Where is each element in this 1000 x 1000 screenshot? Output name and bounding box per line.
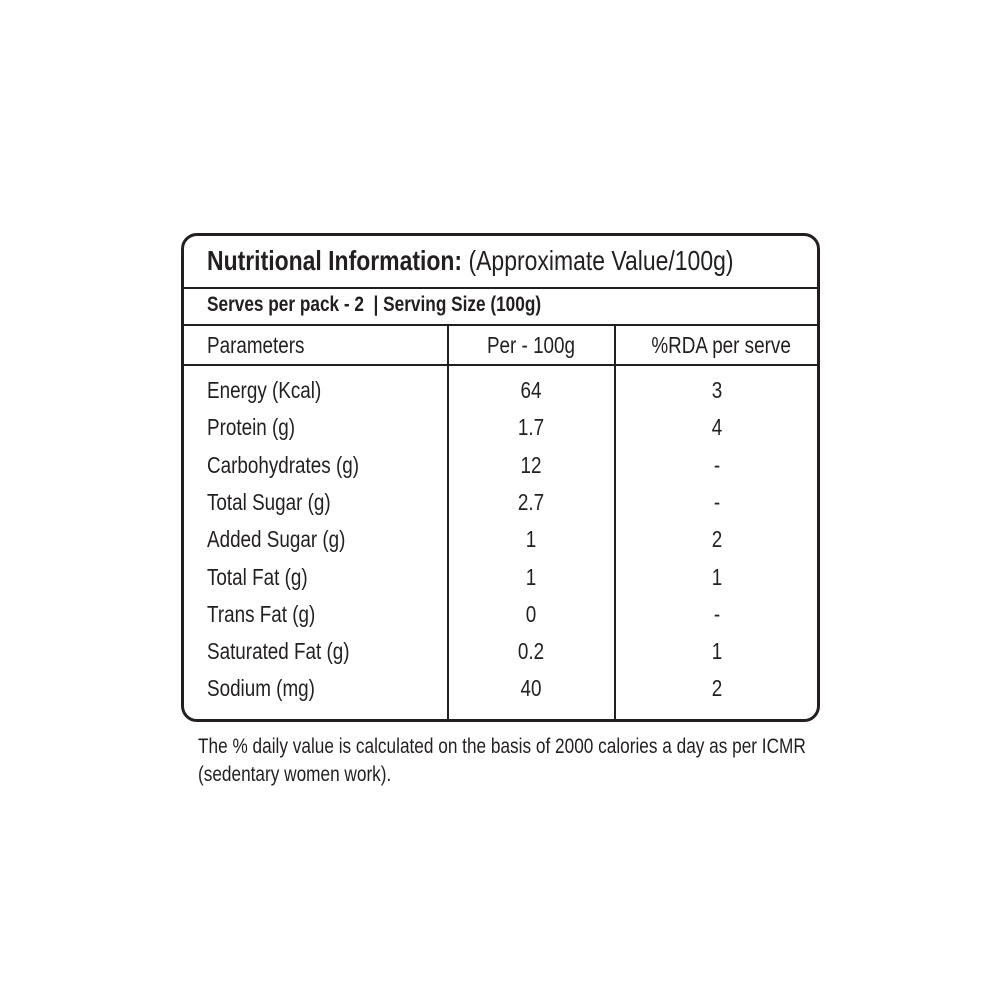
divider	[181, 324, 820, 326]
value-cell: 1	[525, 526, 537, 553]
serving-info: Serves per pack - 2 | Serving Size (100g…	[207, 293, 542, 316]
parameter: Trans Fat (g)	[207, 600, 316, 627]
value-cell: 40	[520, 675, 542, 702]
value-cell: 1	[525, 563, 537, 590]
parameter: Energy (Kcal)	[207, 377, 322, 403]
title-rest: (Approximate Value/100g)	[468, 245, 734, 276]
value-cell: 12	[520, 451, 542, 478]
parameter: Carbohydrates (g)	[207, 451, 359, 478]
parameter: Added Sugar (g)	[207, 526, 346, 553]
value-cell: 0	[525, 600, 537, 627]
value-cell: -	[713, 488, 721, 515]
value-cell: 4	[711, 414, 723, 441]
value-cell: -	[713, 600, 721, 627]
column-header: Parameters	[207, 332, 305, 358]
divider	[181, 287, 820, 289]
table-border	[181, 233, 820, 722]
footnote: The % daily value is calculated on the b…	[198, 735, 806, 786]
column-header: Per - 100g	[486, 332, 576, 358]
serves: Serves per pack - 2	[207, 293, 364, 316]
column-header: %RDA per serve	[651, 332, 791, 358]
value-cell: 3	[711, 377, 723, 403]
parameter: Protein (g)	[207, 414, 296, 441]
value-cell: 64	[520, 377, 542, 403]
parameter: Saturated Fat (g)	[207, 638, 350, 665]
parameter: Total Sugar (g)	[207, 488, 331, 515]
value-cell: 2.7	[517, 488, 545, 515]
column-divider	[447, 325, 449, 719]
title-bold: Nutritional Information:	[207, 245, 463, 276]
value-cell: 2	[711, 675, 723, 702]
value-cell: 1	[711, 638, 723, 665]
value-cell: -	[713, 451, 721, 478]
value-cell: 1	[711, 563, 723, 590]
column-divider	[614, 325, 616, 719]
value-cell: 1.7	[517, 414, 545, 441]
serving-size: Serving Size (100g)	[383, 293, 542, 316]
parameter: Total Fat (g)	[207, 563, 308, 590]
parameter: Sodium (mg)	[207, 675, 315, 702]
value-cell: 2	[711, 526, 723, 553]
title: Nutritional Information: (Approximate Va…	[207, 247, 734, 275]
divider	[181, 364, 820, 366]
value-cell: 0.2	[517, 638, 545, 665]
